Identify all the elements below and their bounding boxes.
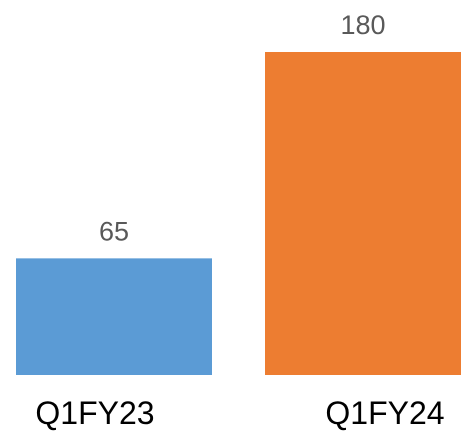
category-label-q1fy24: Q1FY24 xyxy=(325,395,444,431)
data-label-q1fy23: 65 xyxy=(99,216,129,246)
bar-q1fy24 xyxy=(265,52,461,375)
bars-group xyxy=(16,52,461,375)
category-labels-group: Q1FY23 Q1FY24 xyxy=(35,395,444,431)
data-label-q1fy24: 180 xyxy=(340,10,385,40)
data-labels-group: 65 180 xyxy=(99,10,386,246)
bar-q1fy23 xyxy=(16,258,212,375)
category-label-q1fy23: Q1FY23 xyxy=(35,395,154,431)
